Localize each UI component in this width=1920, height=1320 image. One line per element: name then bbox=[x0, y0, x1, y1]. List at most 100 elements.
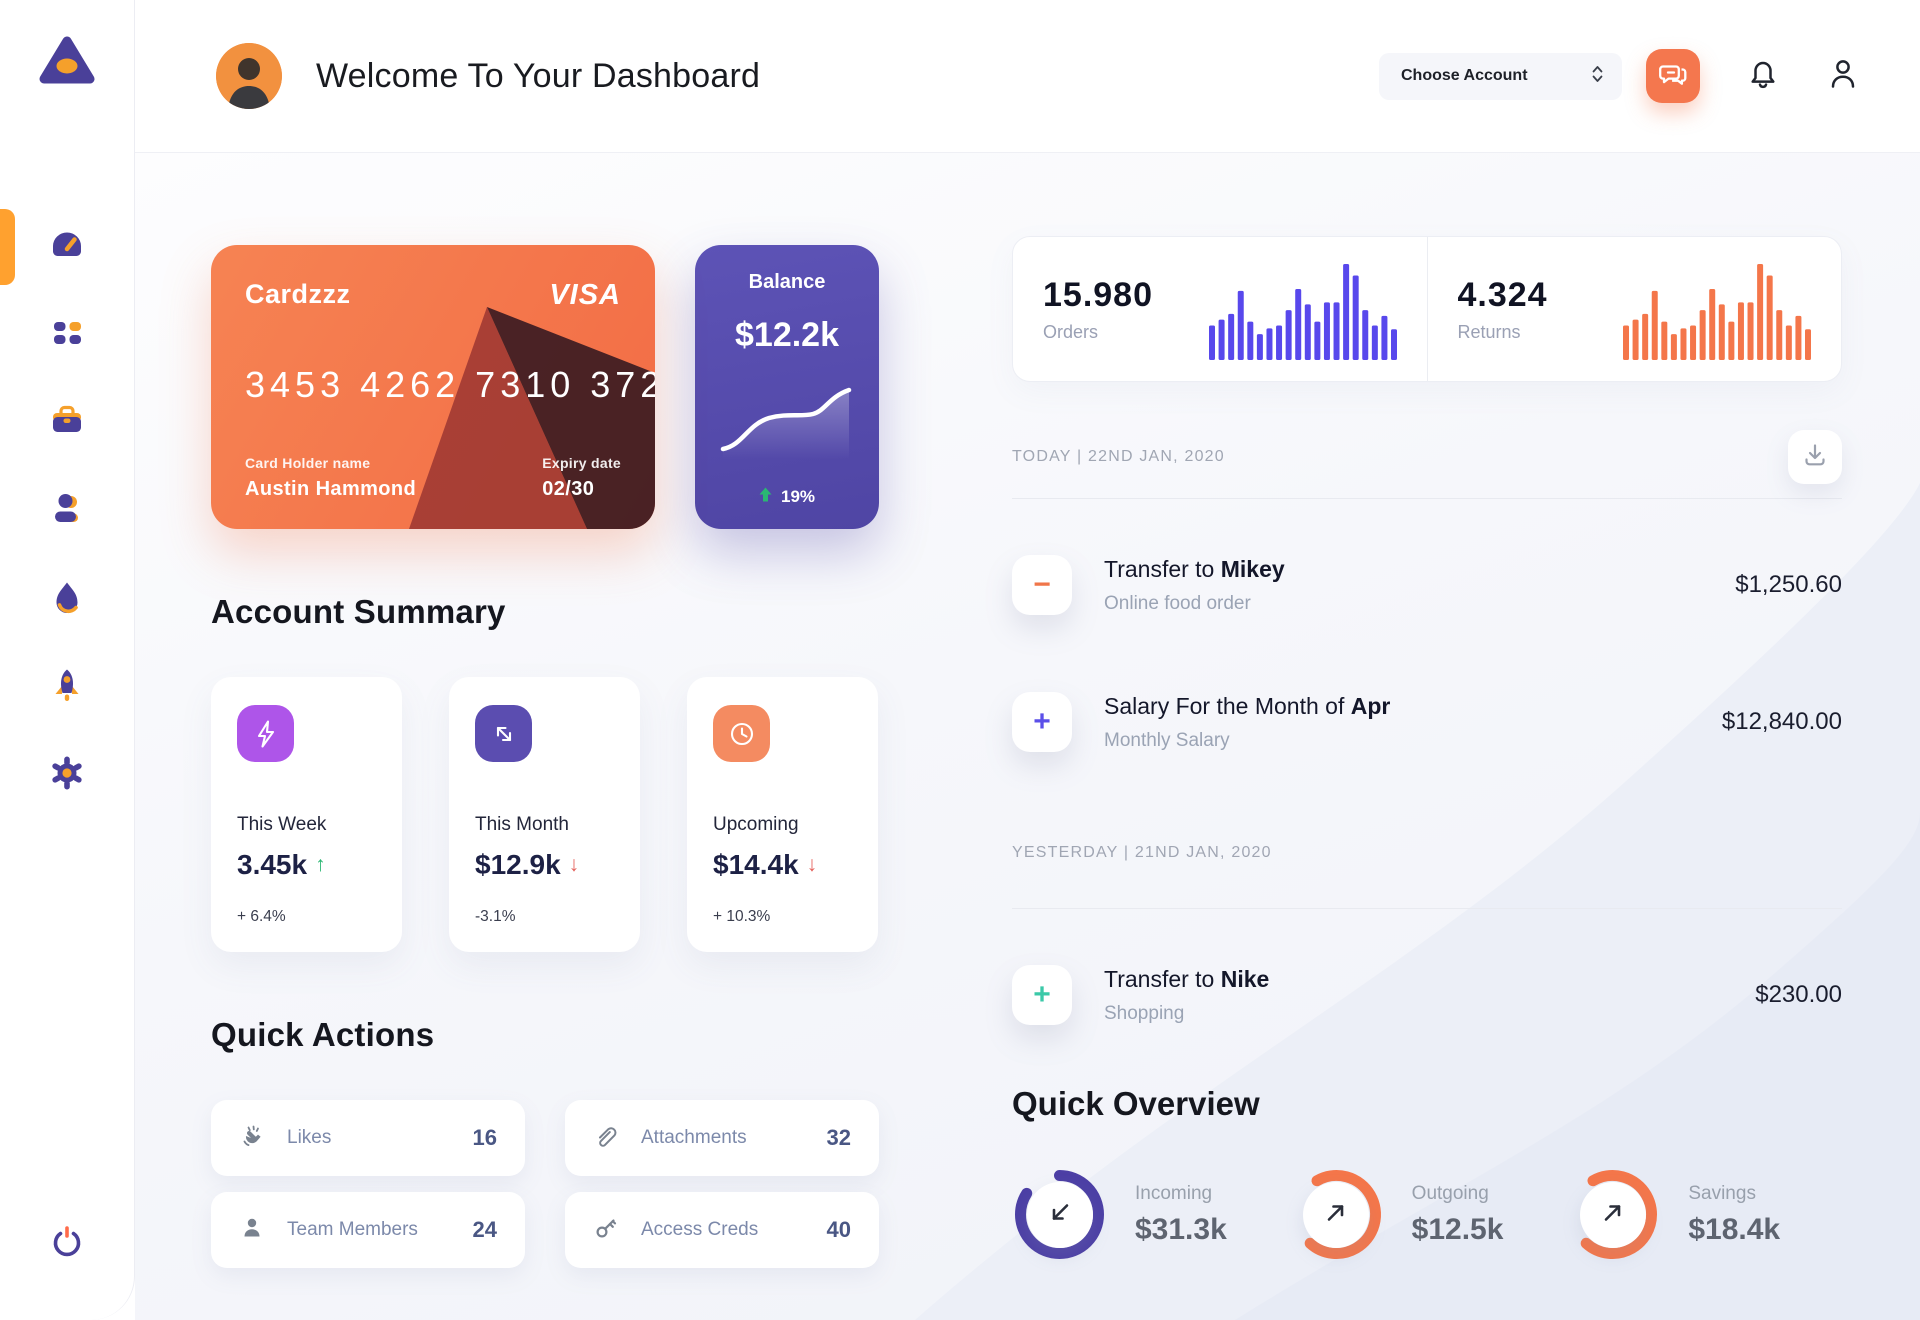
orders-label: Orders bbox=[1043, 321, 1099, 342]
summary-change: + 10.3% bbox=[713, 908, 771, 925]
donut-inner bbox=[1303, 1181, 1370, 1248]
clock-icon bbox=[713, 705, 770, 762]
trend-down-icon: ↓ bbox=[806, 853, 818, 876]
sidebar-item-settings[interactable] bbox=[0, 753, 134, 797]
lightning-icon bbox=[237, 705, 294, 762]
expiry-date: 02/30 bbox=[542, 478, 595, 500]
returns-bar-chart bbox=[1623, 264, 1811, 360]
quick-action-access-creds[interactable]: Access Creds 40 bbox=[565, 1192, 879, 1268]
card-holder-name: Austin Hammond bbox=[245, 478, 417, 500]
transaction-row-mikey[interactable]: − Transfer to Mikey Online food order $1… bbox=[1012, 555, 1842, 615]
transaction-amount: $230.00 bbox=[1755, 981, 1842, 1008]
visa-logo: VISA bbox=[549, 279, 621, 311]
briefcase-icon bbox=[47, 401, 87, 446]
yesterday-date-label: YESTERDAY | 21ND JAN, 2020 bbox=[1012, 844, 1272, 861]
key-icon bbox=[593, 1215, 619, 1246]
transaction-subtitle: Online food order bbox=[1104, 592, 1251, 614]
active-indicator bbox=[0, 209, 15, 285]
transaction-row-nike[interactable]: + Transfer to Nike Shopping $230.00 bbox=[1012, 965, 1842, 1025]
content: Cardzzz VISA 3453 4262 7310 3728 Card Ho… bbox=[135, 153, 1920, 1320]
credit-card: Cardzzz VISA 3453 4262 7310 3728 Card Ho… bbox=[211, 245, 655, 529]
sidebar-item-work[interactable] bbox=[0, 401, 134, 445]
overview-label: Outgoing bbox=[1411, 1182, 1489, 1204]
donut-inner bbox=[1579, 1181, 1646, 1248]
user-icon bbox=[47, 489, 87, 534]
bell-icon bbox=[1746, 56, 1780, 97]
balance-sparkline bbox=[720, 387, 852, 459]
overview-value: $12.5k bbox=[1411, 1212, 1504, 1246]
chevron-up-down-icon bbox=[1591, 64, 1604, 89]
chat-button[interactable] bbox=[1646, 49, 1700, 103]
expiry-label: Expiry date bbox=[542, 455, 621, 471]
sidebar-item-activity[interactable] bbox=[0, 577, 134, 621]
summary-value: 3.45k bbox=[237, 849, 308, 880]
overview-label: Incoming bbox=[1135, 1182, 1213, 1204]
transaction-amount: $12,840.00 bbox=[1721, 708, 1842, 735]
plus-icon: + bbox=[1012, 692, 1072, 752]
returns-stat: 4.324 Returns bbox=[1426, 237, 1842, 381]
avatar[interactable] bbox=[216, 43, 282, 109]
outgoing-donut-chart bbox=[1289, 1167, 1384, 1262]
plus-icon: + bbox=[1012, 965, 1072, 1025]
trend-arrow-icon bbox=[475, 705, 532, 762]
profile-button[interactable] bbox=[1826, 56, 1860, 97]
summary-value: $12.9k bbox=[475, 849, 561, 880]
chat-bubbles-icon bbox=[1658, 59, 1688, 94]
savings-donut-chart bbox=[1565, 1167, 1660, 1262]
trend-down-icon: ↓ bbox=[568, 853, 580, 876]
sidebar-item-launch[interactable] bbox=[0, 665, 134, 709]
gauge-icon bbox=[47, 225, 87, 270]
quick-action-label: Attachments bbox=[641, 1127, 747, 1148]
transaction-title: Transfer to Mikey bbox=[1104, 555, 1285, 582]
trend-up-icon: ↑ bbox=[315, 853, 326, 876]
quick-action-likes[interactable]: Likes 16 bbox=[211, 1100, 525, 1176]
arrow-down-left-icon bbox=[1043, 1195, 1077, 1234]
summary-label: This Month bbox=[475, 814, 569, 835]
transaction-subtitle: Shopping bbox=[1104, 1002, 1185, 1024]
user-profile-icon bbox=[1826, 56, 1860, 97]
grid-icon bbox=[47, 313, 87, 358]
header: Welcome To Your Dashboard Choose Account bbox=[135, 0, 1920, 153]
gear-icon bbox=[47, 753, 87, 798]
summary-label: This Week bbox=[237, 814, 327, 835]
quick-action-count: 32 bbox=[826, 1125, 851, 1150]
arrow-up-right-icon bbox=[1319, 1195, 1353, 1234]
overview-label: Savings bbox=[1688, 1182, 1756, 1204]
stats-card: 15.980 Orders 4.324 Returns bbox=[1012, 236, 1842, 382]
logout-button[interactable] bbox=[46, 1221, 88, 1268]
balance-value: $12.2k bbox=[735, 316, 839, 354]
arrow-up-right-icon bbox=[1596, 1195, 1630, 1234]
sidebar-item-dashboard[interactable] bbox=[0, 209, 134, 285]
quick-action-attachments[interactable]: Attachments 32 bbox=[565, 1100, 879, 1176]
orders-bar-chart bbox=[1208, 264, 1397, 360]
transaction-row-salary[interactable]: + Salary For the Month of Apr Monthly Sa… bbox=[1012, 692, 1842, 752]
quick-action-label: Likes bbox=[287, 1127, 332, 1148]
overview-savings: Savings $18.4k bbox=[1565, 1167, 1842, 1262]
divider bbox=[1012, 498, 1842, 499]
header-actions: Choose Account bbox=[1379, 49, 1860, 103]
notifications-button[interactable] bbox=[1746, 56, 1780, 97]
card-holder-label: Card Holder name bbox=[245, 455, 371, 471]
overview-value: $18.4k bbox=[1688, 1212, 1781, 1246]
divider bbox=[1012, 908, 1842, 909]
minus-icon: − bbox=[1012, 555, 1072, 615]
choose-account-select[interactable]: Choose Account bbox=[1379, 52, 1622, 100]
overview-outgoing: Outgoing $12.5k bbox=[1289, 1167, 1566, 1262]
flame-icon bbox=[47, 577, 87, 622]
sidebar bbox=[0, 0, 135, 1320]
background-wave bbox=[915, 483, 1920, 1320]
orders-stat: 15.980 Orders bbox=[1013, 237, 1427, 381]
download-button[interactable] bbox=[1788, 430, 1842, 484]
quick-action-team-members[interactable]: Team Members 24 bbox=[211, 1192, 525, 1268]
sidebar-item-team[interactable] bbox=[0, 489, 134, 533]
account-summary-title: Account Summary bbox=[211, 593, 506, 630]
returns-value: 4.324 bbox=[1457, 275, 1548, 314]
card-name: Cardzzz bbox=[245, 279, 351, 309]
page-title: Welcome To Your Dashboard bbox=[316, 56, 761, 95]
quick-overview-row: Incoming $31.3k bbox=[1012, 1167, 1842, 1262]
today-date-label: TODAY | 22ND JAN, 2020 bbox=[1012, 448, 1225, 465]
orders-value: 15.980 bbox=[1043, 275, 1153, 314]
logo-triangle-icon bbox=[38, 34, 96, 93]
overview-value: $31.3k bbox=[1135, 1212, 1227, 1246]
sidebar-item-apps[interactable] bbox=[0, 313, 134, 357]
